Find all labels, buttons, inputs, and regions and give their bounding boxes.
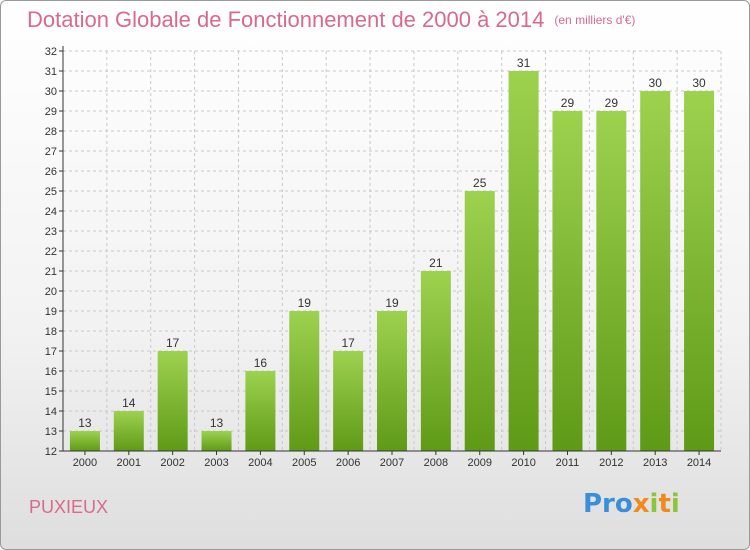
- value-label-2007: 19: [385, 296, 399, 310]
- y-tick-label: 32: [45, 46, 57, 58]
- y-tick-label: 18: [45, 326, 57, 338]
- x-tick-label-2011: 2011: [556, 457, 580, 469]
- value-label-2014: 30: [692, 76, 706, 90]
- y-tick-label: 20: [45, 286, 57, 298]
- x-tick-label-2009: 2009: [467, 457, 491, 469]
- y-tick-label: 17: [45, 346, 57, 358]
- logo-part-pro: Pro: [583, 489, 633, 519]
- logo-part-t: t: [658, 489, 671, 519]
- value-label-2011: 29: [561, 96, 575, 110]
- bar-2006: [333, 351, 364, 451]
- bar-layer: 13 14 17 13 16 19 17 19 21 25 31 29 29 30 30: [69, 56, 715, 451]
- bar-2000: [69, 431, 100, 451]
- x-tick-label-2008: 2008: [424, 457, 448, 469]
- bar-2009: [464, 191, 495, 451]
- y-tick-label: 13: [45, 426, 57, 438]
- chart-subtitle: (en milliers d'€): [554, 13, 636, 27]
- x-tick-label-2013: 2013: [643, 457, 667, 469]
- value-label-2003: 13: [210, 416, 224, 430]
- bar-2014: [684, 91, 715, 451]
- value-label-2005: 19: [298, 296, 312, 310]
- bar-2008: [420, 271, 451, 451]
- bar-2005: [289, 311, 320, 451]
- y-tick-label: 31: [45, 66, 57, 78]
- x-tick-label-2010: 2010: [511, 457, 535, 469]
- bar-2010: [508, 71, 539, 451]
- x-tick-label-2004: 2004: [248, 457, 272, 469]
- logo-part-i1: i: [649, 489, 659, 519]
- x-tick-label-2002: 2002: [160, 457, 184, 469]
- x-tick-label-2003: 2003: [204, 457, 228, 469]
- y-tick-label: 28: [45, 126, 57, 138]
- chart-title-text: Dotation Globale de Fonctionnement de 20…: [27, 7, 545, 32]
- y-tick-label: 19: [45, 306, 57, 318]
- y-tick-label: 30: [45, 86, 57, 98]
- value-label-2010: 31: [517, 56, 531, 70]
- logo-part-x: x: [632, 489, 650, 519]
- y-tick-label: 12: [45, 446, 57, 458]
- bar-2001: [113, 411, 144, 451]
- y-tick-label: 14: [45, 406, 57, 418]
- bar-2011: [552, 111, 583, 451]
- bar-2002: [157, 351, 188, 451]
- value-label-2008: 21: [429, 256, 443, 270]
- value-label-2004: 16: [254, 356, 268, 370]
- city-name: PUXIEUX: [29, 497, 109, 517]
- value-label-2000: 13: [78, 416, 92, 430]
- x-tick-label-2005: 2005: [292, 457, 316, 469]
- y-tick-label: 24: [45, 206, 57, 218]
- y-tick-label: 27: [45, 146, 57, 158]
- axis-layer: 12 13 14 15 16 17 18 19 20 21 22 23 24 25 26 27 28 29 30 31…: [45, 46, 721, 469]
- x-tick-label-2006: 2006: [336, 457, 360, 469]
- x-tick-label-2000: 2000: [73, 457, 97, 469]
- y-tick-label: 23: [45, 226, 57, 238]
- bar-2007: [377, 311, 407, 451]
- x-tick-label-2014: 2014: [687, 457, 711, 469]
- y-tick-label: 16: [45, 366, 57, 378]
- x-tick-label-2007: 2007: [380, 457, 404, 469]
- value-label-2002: 17: [166, 336, 180, 350]
- x-tick-label-2001: 2001: [117, 457, 141, 469]
- y-tick-label: 21: [45, 266, 57, 278]
- logo-part-i2: i: [670, 489, 680, 519]
- bar-2012: [596, 111, 627, 451]
- value-label-2009: 25: [473, 176, 487, 190]
- chart-title: Dotation Globale de Fonctionnement de 20…: [27, 7, 635, 33]
- value-label-2012: 29: [605, 96, 619, 110]
- y-tick-label: 29: [45, 106, 57, 118]
- value-label-2006: 17: [341, 336, 355, 350]
- y-tick-label: 25: [45, 186, 57, 198]
- y-tick-label: 15: [45, 386, 57, 398]
- y-tick-label: 22: [45, 246, 57, 258]
- y-tick-label: 26: [45, 166, 57, 178]
- bar-2004: [245, 371, 276, 451]
- value-label-2001: 14: [122, 396, 136, 410]
- bar-2013: [640, 91, 671, 451]
- value-label-2013: 30: [649, 76, 663, 90]
- bar-2003: [201, 431, 232, 451]
- x-tick-label-2012: 2012: [599, 457, 623, 469]
- proxiti-logo[interactable]: Proxiti: [583, 489, 680, 519]
